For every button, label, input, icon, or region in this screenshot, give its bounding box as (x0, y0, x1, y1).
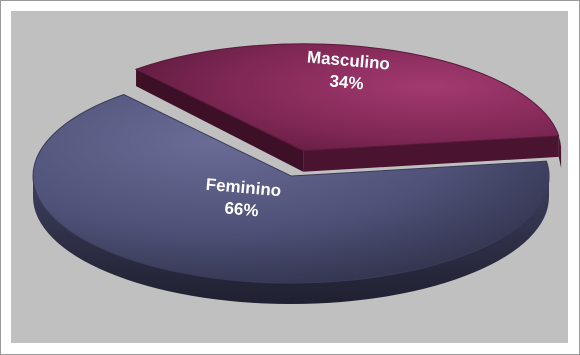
slice-cut-masculino-2 (136, 69, 304, 172)
slice-cut-masculino (303, 135, 559, 172)
label-masculino-percent: 34% (329, 71, 365, 93)
slice-side-masculino (558, 135, 562, 169)
slice-masculino (134, 43, 560, 152)
pie-chart: Masculino34%Feminino66% (32, 43, 562, 304)
slice-feminino (32, 93, 550, 284)
label-feminino-percent: 66% (224, 198, 260, 220)
slice-side-feminino (33, 176, 549, 304)
plot-area: Masculino34% Feminino66% (11, 11, 568, 343)
